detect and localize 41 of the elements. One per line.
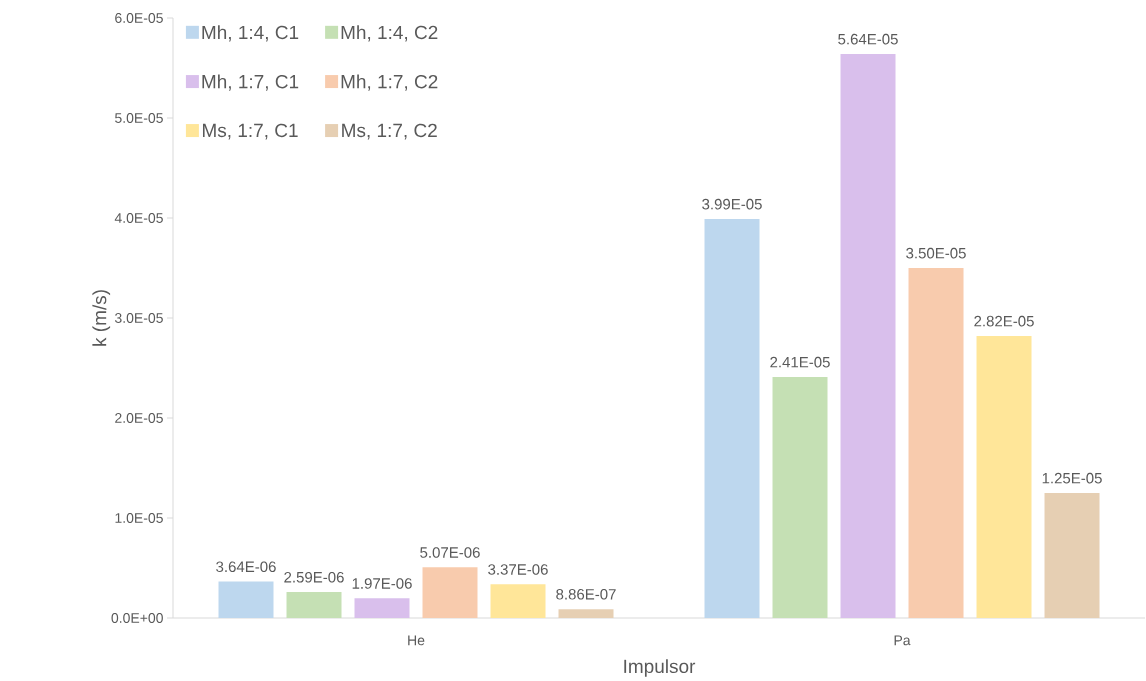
data-label: 5.07E-06 bbox=[420, 547, 480, 558]
y-tick-label: 0.0E+00 bbox=[111, 613, 163, 623]
legend-label: Mh, 1:4, C1 bbox=[202, 25, 299, 42]
data-label: 2.82E-05 bbox=[974, 315, 1034, 327]
bar bbox=[908, 268, 964, 618]
bar bbox=[704, 219, 760, 618]
bar bbox=[558, 609, 614, 618]
data-label: 3.37E-06 bbox=[488, 564, 548, 575]
y-tick-label: 2.0E-05 bbox=[115, 413, 163, 423]
bar bbox=[218, 581, 274, 618]
data-label: 1.97E-06 bbox=[352, 578, 412, 589]
bar bbox=[1044, 493, 1100, 618]
legend-label: Mh, 1:4, C2 bbox=[341, 25, 438, 42]
y-tick-label: 3.0E-05 bbox=[114, 313, 163, 323]
y-tick-label: 5.0E-05 bbox=[115, 113, 163, 123]
bar bbox=[772, 377, 828, 618]
y-axis-title: k (m/s) bbox=[92, 290, 111, 346]
data-label: 1.25E-05 bbox=[1042, 472, 1102, 484]
legend-label: Ms, 1:7, C1 bbox=[202, 123, 298, 140]
legend-label: Mh, 1:7, C2 bbox=[341, 74, 438, 91]
x-tick-label: He bbox=[408, 635, 425, 646]
x-tick-label: Pa bbox=[894, 635, 911, 646]
data-label: 3.50E-05 bbox=[906, 247, 966, 259]
bar bbox=[422, 567, 478, 618]
bar bbox=[490, 584, 546, 618]
y-tick-label: 1.0E-05 bbox=[115, 513, 163, 523]
data-label: 2.59E-06 bbox=[284, 571, 344, 583]
bar bbox=[976, 336, 1032, 618]
x-axis-title: Impulsor bbox=[624, 659, 696, 677]
bar bbox=[286, 592, 342, 618]
data-label: 3.64E-06 bbox=[216, 561, 276, 573]
data-label: 3.99E-05 bbox=[702, 198, 762, 210]
bar bbox=[354, 598, 410, 618]
data-label: 2.41E-05 bbox=[770, 356, 830, 368]
y-tick-label: 6.0E-05 bbox=[115, 13, 163, 23]
legend-label: Ms, 1:7, C2 bbox=[342, 123, 437, 140]
data-label: 8.86E-07 bbox=[556, 589, 616, 600]
data-label: 5.64E-05 bbox=[838, 33, 898, 45]
y-tick-label: 4.0E-05 bbox=[114, 213, 163, 223]
bar bbox=[840, 54, 896, 618]
legend-label: Mh, 1:7, C1 bbox=[202, 74, 299, 91]
